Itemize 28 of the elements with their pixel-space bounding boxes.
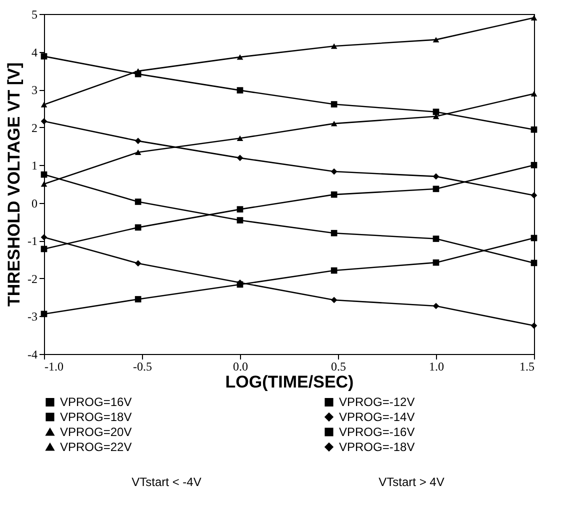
y-tick-label: 4 [32, 45, 38, 60]
y-tick-label: 3 [32, 83, 38, 98]
legend-label: VPROG=-16V [339, 425, 415, 439]
legend-label: VPROG=22V [60, 440, 132, 454]
x-tick-label: -1.0 [44, 360, 64, 374]
x-tick-label: 0.0 [233, 360, 248, 374]
legend-label: VPROG=-12V [339, 395, 415, 410]
legend-label: VPROG=16V [60, 395, 132, 410]
y-tick-label: 2 [32, 120, 38, 135]
y-tick-label: -2 [28, 272, 38, 286]
x-tick-label: -0.5 [133, 360, 152, 374]
legend-label: VPROG=20V [60, 425, 132, 439]
y-tick-label: -4 [28, 348, 38, 362]
x-tick-label: 0.5 [331, 360, 346, 374]
x-tick-label: 1.5 [520, 360, 534, 374]
y-tick-label: -3 [28, 310, 38, 324]
legend-label: VPROG=-18V [339, 440, 415, 454]
y-tick-label: 0 [32, 196, 38, 210]
y-tick-label: 1 [32, 158, 38, 173]
x-tick-label: 1.0 [429, 360, 444, 374]
legend-label: VPROG=18V [60, 410, 132, 424]
y-tick-label: -1 [28, 234, 38, 248]
text: VTstart < -4V [132, 475, 202, 489]
legend-label: VPROG=-14V [339, 410, 415, 424]
y-axis-title: THRESHOLD VOLTAGE VT [V] [4, 62, 24, 306]
text: VTstart > 4V [378, 475, 444, 489]
x-axis-title: LOG(TIME/SEC) [225, 372, 354, 392]
y-tick-label: 5 [32, 8, 38, 22]
